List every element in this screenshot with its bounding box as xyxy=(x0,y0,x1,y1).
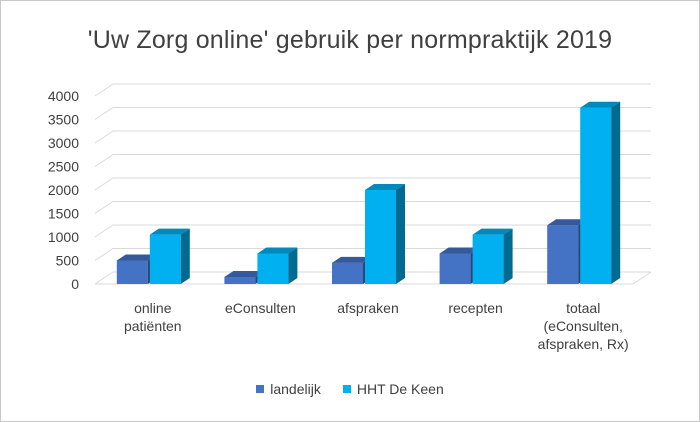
x-tick-label-line: afspraken xyxy=(337,300,398,316)
bar-hht-de-keen-3-front xyxy=(472,234,504,284)
chart-title: 'Uw Zorg online' gebruik per normpraktij… xyxy=(87,26,613,54)
bar-landelijk-2-top xyxy=(332,256,372,263)
x-tick-label-1: eConsulten xyxy=(225,300,296,316)
y-tick-label-1000: 1000 xyxy=(48,229,79,245)
x-tick-label-3: recepten xyxy=(448,300,502,316)
bar-landelijk-4-top xyxy=(547,219,588,226)
y-tick-label-3000: 3000 xyxy=(48,135,79,151)
chart-legend: landelijk HHT De Keen xyxy=(0,381,700,397)
y-tick-label-2000: 2000 xyxy=(48,182,79,198)
bar-hht-de-keen-2-top xyxy=(365,184,405,190)
y-tick-label-2500: 2500 xyxy=(48,159,79,175)
bar-hht-de-keen-0-top xyxy=(149,228,190,235)
bar-landelijk-3-top xyxy=(439,247,480,254)
legend-swatch-landelijk xyxy=(256,385,265,393)
bar-landelijk-2-front xyxy=(332,262,363,284)
x-tick-label-0: online patiënten xyxy=(124,300,182,334)
gridline-depth-4000 xyxy=(94,83,114,97)
bar-hht-de-keen-4-top xyxy=(580,101,621,108)
bar-hht-de-keen-1-front xyxy=(257,253,289,284)
y-tick-label-0: 0 xyxy=(71,276,79,292)
gridline-depth-1000 xyxy=(94,224,114,238)
legend-swatch-hht-de-keen xyxy=(342,385,351,393)
y-tick-label-4000: 4000 xyxy=(48,88,79,104)
x-tick-label-line: recepten xyxy=(448,300,502,316)
x-tick-label-line: eConsulten xyxy=(225,300,296,316)
x-tick-label-line: totaal xyxy=(566,300,600,316)
x-tick-label-line: online xyxy=(134,300,172,316)
bar-hht-de-keen-0-side xyxy=(180,228,190,284)
bar-landelijk-4-front xyxy=(547,225,579,284)
bar-hht-de-keen-1-side xyxy=(288,247,298,284)
legend-item-hht-de-keen: HHT De Keen xyxy=(342,381,444,397)
bar-hht-de-keen-4-side xyxy=(611,101,621,284)
bar-hht-de-keen-4-front xyxy=(580,107,612,284)
bar-hht-de-keen-1-top xyxy=(257,247,298,254)
gridline-depth-1500 xyxy=(94,201,114,214)
legend-label-landelijk: landelijk xyxy=(270,381,321,397)
gridline-depth-3500 xyxy=(94,107,114,120)
y-tick-label-1500: 1500 xyxy=(48,206,79,222)
x-tick-label-line: (eConsulten, xyxy=(544,318,623,334)
x-tick-label-4: totaal (eConsulten, afspraken, Rx) xyxy=(538,300,629,352)
gridline-depth-500 xyxy=(94,248,114,261)
bar-hht-de-keen-3-top xyxy=(472,228,513,235)
bar-hht-de-keen-0-front xyxy=(149,234,181,284)
legend-label-hht-de-keen: HHT De Keen xyxy=(356,381,444,397)
bar-landelijk-1-top xyxy=(224,270,265,277)
bar-landelijk-3-front xyxy=(439,253,471,284)
gridline-depth-2500 xyxy=(94,154,114,167)
bar-landelijk-0-front xyxy=(116,260,148,284)
legend-item-landelijk: landelijk xyxy=(256,381,321,397)
bar-hht-de-keen-3-side xyxy=(503,228,513,284)
bar-hht-de-keen-2-side xyxy=(396,184,405,284)
bar-landelijk-0-top xyxy=(116,254,157,261)
x-tick-label-2: afspraken xyxy=(337,300,398,316)
gridline-depth-0 xyxy=(94,271,114,285)
x-tick-label-line: patiënten xyxy=(124,318,182,334)
bar-landelijk-1-front xyxy=(224,276,256,284)
x-tick-label-line: afspraken, Rx) xyxy=(538,336,629,352)
gridline-depth-3000 xyxy=(94,130,114,144)
floor-right-edge xyxy=(632,271,652,285)
bar-hht-de-keen-2-front xyxy=(365,190,396,284)
gridline-depth-2000 xyxy=(94,177,114,191)
y-tick-label-500: 500 xyxy=(56,253,80,269)
y-tick-label-3500: 3500 xyxy=(48,112,79,128)
